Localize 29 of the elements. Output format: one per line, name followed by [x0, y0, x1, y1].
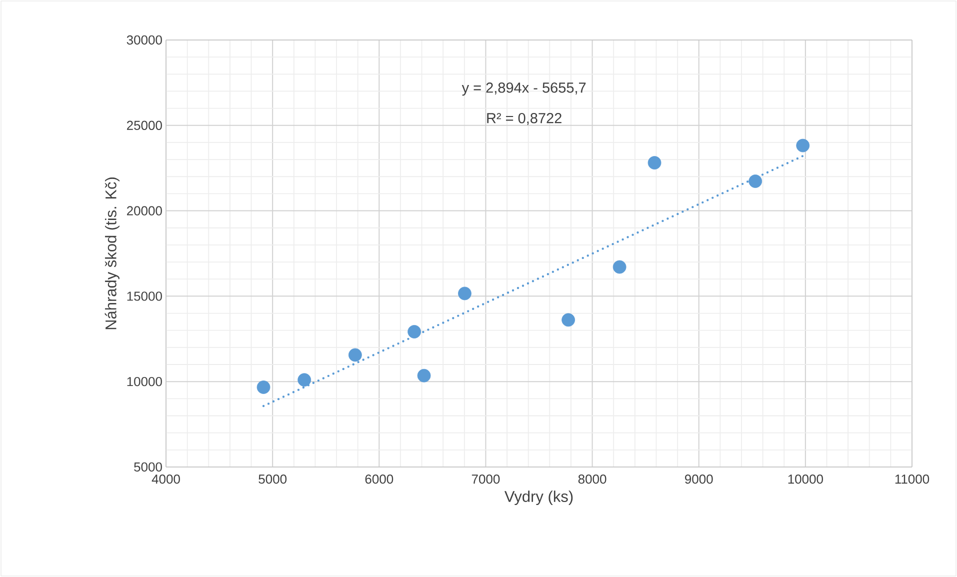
y-axis-title: Náhrady škod (tis. Kč) — [104, 178, 120, 330]
point — [562, 313, 576, 327]
point — [612, 260, 626, 274]
point — [796, 138, 810, 152]
x-tick-label: 10000 — [788, 474, 823, 484]
y-tick-label: 20000 — [126, 206, 162, 216]
point — [408, 325, 422, 338]
point — [748, 174, 762, 188]
y-tick-label: 10000 — [127, 376, 162, 386]
x-tick-label: 8000 — [578, 474, 606, 484]
point — [458, 286, 472, 300]
point — [648, 156, 662, 170]
x-tick-label: 11000 — [895, 474, 930, 484]
x-tick-label: 9000 — [685, 474, 713, 484]
point — [348, 348, 362, 362]
x-tick-label: 6000 — [365, 474, 394, 484]
annotation: R² = 0,8722 — [487, 112, 562, 125]
x-tick-label: 7000 — [472, 474, 500, 484]
y-tick-label: 5000 — [134, 462, 162, 472]
point — [256, 380, 270, 394]
y-tick-label: 15000 — [127, 292, 162, 301]
x-tick-label: 4000 — [152, 474, 180, 484]
y-tick-label: 30000 — [126, 35, 162, 45]
y-tick-label: 25000 — [126, 120, 162, 130]
annotation: y = 2,894x - 5655,7 — [462, 82, 586, 96]
x-tick-label: 5000 — [258, 474, 287, 484]
point — [417, 368, 431, 382]
point — [298, 373, 312, 387]
x-axis-title: Vydry (ks) — [504, 490, 573, 506]
